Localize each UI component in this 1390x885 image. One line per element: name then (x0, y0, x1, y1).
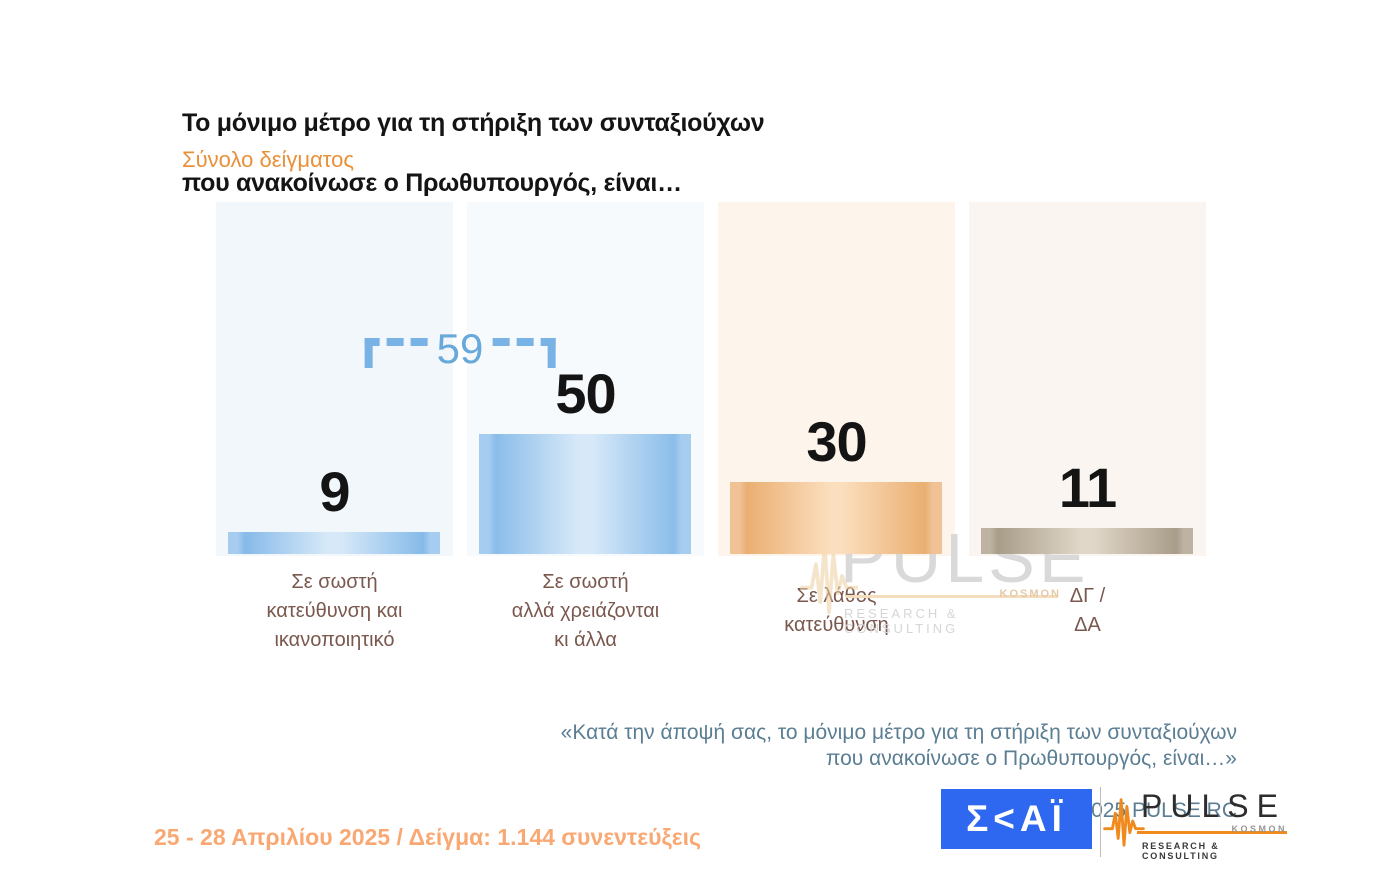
bar-3 (730, 482, 942, 554)
category-label-1: Σε σωστή κατεύθυνση και ικανοποιητικό (266, 570, 403, 651)
bar-column-2: 50 (467, 202, 704, 556)
bar-columns: 9 50 30 11 (216, 202, 1206, 556)
skai-logo: Σ<ΑΪ (941, 789, 1092, 849)
pulse-logo-brand-text: PULSE (1141, 788, 1286, 824)
question-quote: «Κατά την άποψή σας, το μόνιμο μέτρο για… (560, 721, 1237, 770)
bracket-dash (386, 338, 404, 346)
category-cell-2: Σε σωστή αλλά χρειάζονται κι άλλα (467, 556, 704, 666)
pulse-logo-tagline-text: RESEARCH & CONSULTING (1142, 841, 1220, 861)
chart-area: PULSE KOSMON RESEARCH & CONSULTING 9 50 … (216, 202, 1206, 636)
chart-subtitle: Σύνολο δείγματος (182, 147, 355, 172)
bar-value-label-3: 30 (806, 410, 867, 473)
category-label-2: Σε σωστή αλλά χρειάζονται κι άλλα (511, 570, 660, 651)
bracket-left-corner (364, 338, 380, 368)
bar-value-label-2: 50 (555, 362, 616, 425)
bracket-dash (492, 338, 510, 346)
bar-1 (228, 532, 440, 554)
bracket-right-corner (540, 338, 556, 368)
sum-bracket-value: 59 (436, 325, 484, 372)
bracket-dash (410, 338, 428, 346)
question-footnote: «Κατά την άποψή σας, το μόνιμο μέτρο για… (561, 694, 1237, 824)
skai-logo-text: Σ<ΑΪ (966, 798, 1067, 839)
bar-2 (479, 434, 691, 554)
category-cell-1: Σε σωστή κατεύθυνση και ικανοποιητικό (216, 556, 453, 666)
pulse-logo: PULSE KOSMON RESEARCH & CONSULTING (1103, 784, 1289, 861)
logo-separator (1100, 787, 1101, 857)
bar-4 (981, 528, 1193, 554)
chart-title-line2: που ανακοίνωσε ο Πρωθυπουργός, είναι… (182, 169, 682, 197)
category-label-4: ΔΓ / ΔΑ (1069, 585, 1106, 636)
chart-title: Το μόνιμο μέτρο για τη στήριξη των συντα… (182, 78, 765, 198)
category-labels-row: Σε σωστή κατεύθυνση και ικανοποιητικό Σε… (216, 556, 1206, 666)
bracket-dash (516, 338, 534, 346)
fieldwork-info: 25 - 28 Απριλίου 2025 / Δείγμα: 1.144 συ… (154, 824, 702, 850)
watermark-tagline-text: RESEARCH & CONSULTING (844, 606, 959, 636)
category-cell-4: ΔΓ / ΔΑ (969, 556, 1206, 666)
chart-title-line1: Το μόνιμο μέτρο για τη στήριξη των συντα… (182, 109, 765, 137)
bar-column-1: 9 (216, 202, 453, 556)
pulse-logo-underline (1137, 831, 1287, 834)
bar-value-label-4: 11 (1058, 456, 1117, 519)
bar-column-3: 30 (718, 202, 955, 556)
sum-bracket: 59 (364, 328, 556, 370)
pulse-waveform-icon (1103, 798, 1145, 847)
pulse-logo-subbrand-text: KOSMON (1231, 824, 1287, 834)
pulse-waveform-icon (800, 542, 858, 615)
watermark-subbrand-text: KOSMON (999, 588, 1061, 600)
bar-value-label-1: 9 (319, 460, 350, 523)
watermark-underline (846, 595, 1058, 598)
bar-column-4: 11 (969, 202, 1206, 556)
